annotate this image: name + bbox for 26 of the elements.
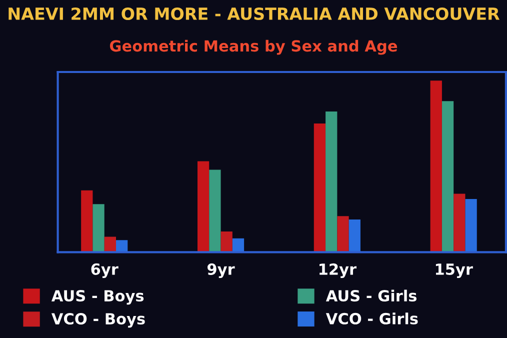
- bar: [232, 238, 244, 252]
- bar: [326, 111, 338, 252]
- bar: [465, 198, 477, 252]
- bar: [81, 190, 93, 252]
- bar: [430, 80, 442, 252]
- bar: [454, 194, 466, 252]
- legend-label: VCO - Boys: [51, 312, 145, 328]
- bar: [220, 232, 232, 252]
- chart-subtitle: Geometric Means by Sex and Age: [110, 40, 398, 55]
- bar: [197, 161, 210, 252]
- legend-label: VCO - Girls: [326, 312, 418, 324]
- bar: [442, 101, 454, 252]
- x-tick-label: 15yr: [436, 264, 473, 278]
- legend-label: AUS - Boys: [51, 290, 144, 305]
- bar: [209, 170, 221, 252]
- bar: [92, 204, 104, 252]
- bar: [314, 123, 326, 252]
- legend-label: AUS - Girls: [326, 290, 417, 302]
- bar: [348, 220, 360, 252]
- bar: [104, 236, 116, 252]
- x-tick-label: 6yr: [91, 263, 118, 278]
- x-tick-label: 12yr: [320, 263, 357, 278]
- x-tick-label: 9yr: [208, 263, 235, 278]
- bar: [116, 240, 128, 252]
- chart-title: NAEVI 2MM OR MORE - AUSTRALIA AND VANCOUVER: [8, 7, 500, 20]
- bar: [337, 216, 349, 252]
